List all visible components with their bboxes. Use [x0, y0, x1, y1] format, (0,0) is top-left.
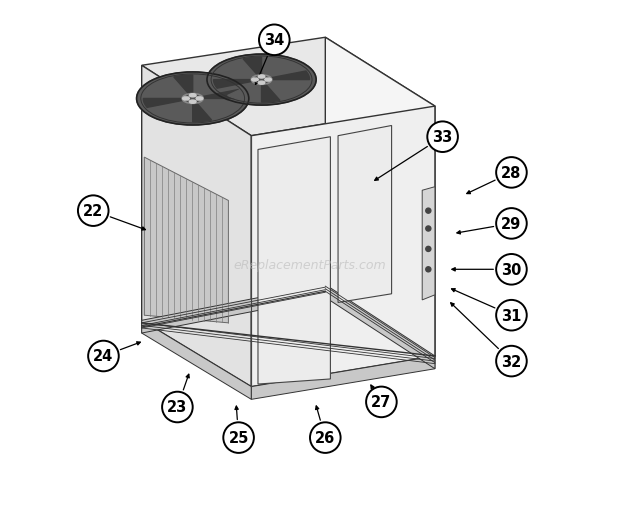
Circle shape	[310, 422, 340, 453]
Polygon shape	[174, 76, 193, 99]
Polygon shape	[158, 99, 193, 121]
Text: 30: 30	[501, 262, 521, 277]
Circle shape	[426, 227, 431, 232]
Ellipse shape	[196, 98, 203, 101]
Polygon shape	[262, 80, 280, 103]
Circle shape	[259, 25, 290, 56]
Ellipse shape	[188, 97, 197, 101]
Text: 25: 25	[228, 430, 249, 445]
Circle shape	[427, 122, 458, 153]
Text: 34: 34	[264, 33, 285, 48]
Polygon shape	[228, 80, 262, 101]
Text: eReplacementParts.com: eReplacementParts.com	[234, 258, 386, 271]
Ellipse shape	[183, 98, 189, 101]
Polygon shape	[143, 99, 193, 108]
Polygon shape	[193, 99, 238, 116]
Ellipse shape	[136, 73, 249, 126]
Polygon shape	[142, 38, 435, 136]
Circle shape	[366, 387, 397, 417]
Polygon shape	[262, 72, 309, 80]
Circle shape	[426, 209, 431, 214]
Polygon shape	[142, 285, 326, 333]
Polygon shape	[326, 38, 435, 356]
Ellipse shape	[258, 78, 265, 82]
Polygon shape	[326, 285, 435, 369]
Polygon shape	[217, 65, 262, 80]
Polygon shape	[243, 58, 262, 80]
Text: 27: 27	[371, 394, 391, 410]
Circle shape	[496, 254, 527, 285]
Circle shape	[496, 346, 527, 377]
Polygon shape	[144, 158, 228, 323]
Circle shape	[496, 158, 527, 188]
Polygon shape	[193, 78, 228, 99]
Ellipse shape	[207, 55, 316, 106]
Polygon shape	[262, 80, 306, 96]
Polygon shape	[193, 99, 211, 123]
Text: 24: 24	[94, 349, 113, 364]
Polygon shape	[213, 80, 262, 89]
Ellipse shape	[252, 79, 259, 82]
Circle shape	[496, 300, 527, 331]
Polygon shape	[193, 90, 242, 99]
Circle shape	[426, 247, 431, 252]
Ellipse shape	[259, 76, 265, 79]
Polygon shape	[262, 60, 296, 80]
Polygon shape	[258, 137, 330, 384]
Circle shape	[496, 209, 527, 239]
Circle shape	[88, 341, 119, 372]
Circle shape	[162, 392, 193, 422]
Text: 28: 28	[501, 165, 521, 181]
Text: 23: 23	[167, 400, 187, 415]
Polygon shape	[251, 107, 435, 387]
Ellipse shape	[259, 82, 265, 85]
Ellipse shape	[189, 95, 196, 98]
Circle shape	[223, 422, 254, 453]
Text: 33: 33	[433, 130, 453, 145]
Ellipse shape	[251, 75, 272, 86]
Polygon shape	[142, 66, 251, 387]
Polygon shape	[147, 83, 193, 99]
Circle shape	[78, 196, 108, 227]
Text: 22: 22	[83, 204, 104, 219]
Ellipse shape	[189, 101, 196, 104]
Text: 31: 31	[501, 308, 521, 323]
Text: 32: 32	[502, 354, 521, 369]
Polygon shape	[142, 321, 251, 400]
Ellipse shape	[182, 94, 203, 104]
Text: 29: 29	[502, 216, 521, 232]
Circle shape	[426, 267, 431, 272]
Polygon shape	[422, 187, 435, 300]
Text: 26: 26	[315, 430, 335, 445]
Ellipse shape	[265, 79, 272, 82]
Polygon shape	[338, 126, 392, 303]
Polygon shape	[251, 356, 435, 400]
